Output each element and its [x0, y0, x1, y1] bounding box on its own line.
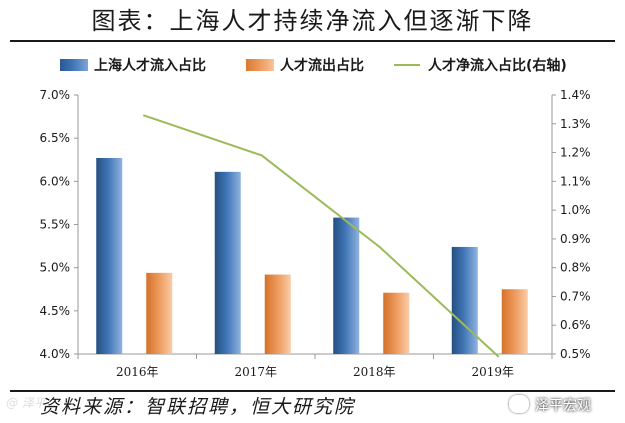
legend-swatch-net: [394, 64, 420, 66]
bar-outflow: [383, 292, 410, 354]
y-left-tick-label: 7.0%: [40, 88, 71, 102]
x-tick-label: 2018年: [353, 365, 396, 379]
source-note: 资料来源：智联招聘，恒大研究院: [40, 396, 356, 418]
legend-swatch-inflow: [60, 59, 88, 71]
x-tick-label: 2019年: [471, 365, 514, 379]
y-left-tick-label: 5.0%: [40, 261, 71, 275]
legend-swatch-outflow: [246, 59, 274, 71]
bar-inflow: [451, 246, 478, 354]
bar-inflow: [214, 171, 241, 354]
watermark-left: @ 泽平: [6, 396, 46, 410]
bar-inflow: [333, 217, 360, 354]
y-right-tick-label: 0.8%: [560, 261, 591, 275]
y-right-tick-label: 1.1%: [560, 174, 591, 188]
line-net-inflow: [142, 114, 500, 358]
y-left-tick-label: 6.5%: [40, 131, 71, 145]
y-right-tick-label: 0.7%: [560, 289, 591, 303]
legend-item-outflow: 人才流出占比: [246, 54, 364, 78]
legend-label-inflow: 上海人才流入占比: [94, 58, 206, 74]
legend-item-inflow: 上海人才流入占比: [60, 54, 206, 78]
y-right-tick-label: 1.2%: [560, 146, 591, 160]
y-left-tick-label: 4.5%: [40, 304, 71, 318]
chart-title: 图表：上海人才持续净流入但逐渐下降: [91, 7, 534, 35]
legend-label-net: 人才净流入占比(右轴): [428, 58, 567, 74]
watermark: 泽平宏观: [509, 394, 591, 418]
y-right-tick-label: 0.6%: [560, 318, 591, 332]
y-left-tick-label: 6.0%: [40, 174, 71, 188]
wechat-icon: [509, 395, 529, 413]
y-left-tick-label: 5.5%: [40, 218, 71, 232]
y-right-tick-label: 1.3%: [560, 117, 591, 131]
y-right-tick-label: 1.4%: [560, 88, 591, 102]
title-rule: [10, 40, 615, 42]
legend-item-net: 人才净流入占比(右轴): [394, 54, 567, 78]
watermark-label: 泽平宏观: [535, 398, 591, 414]
y-left-tick-label: 4.0%: [40, 347, 71, 361]
y-right-tick-label: 0.5%: [560, 347, 591, 361]
bar-outflow: [501, 289, 528, 354]
source-rule: [10, 390, 615, 392]
chart-legend: 上海人才流入占比 人才流出占比 人才净流入占比(右轴): [0, 54, 625, 78]
x-tick-label: 2016年: [116, 365, 159, 379]
x-tick-label: 2017年: [234, 365, 277, 379]
y-right-tick-label: 0.9%: [560, 232, 591, 246]
bar-outflow: [146, 272, 173, 354]
bar-inflow: [96, 158, 123, 354]
y-right-tick-label: 1.0%: [560, 203, 591, 217]
bar-outflow: [264, 274, 291, 354]
legend-label-outflow: 人才流出占比: [280, 58, 364, 74]
